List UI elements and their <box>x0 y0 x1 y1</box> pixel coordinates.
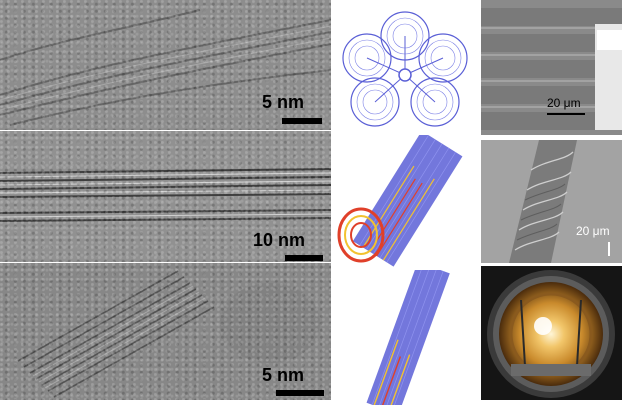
scale-bar-label: 5 nm <box>262 365 305 385</box>
furnace-chamber-illustration <box>481 266 622 400</box>
aligned-nanotubes-tem <box>0 131 331 262</box>
tem-image-bottom: 5 nm <box>0 263 331 400</box>
scale-bar-label: 20 μm <box>547 96 581 110</box>
sem-image-top: 20 μm <box>481 0 622 135</box>
chamber-photo <box>481 266 622 400</box>
tem-image-top: 5 nm <box>0 0 331 130</box>
sectioned-tube-illustration <box>366 270 450 405</box>
nanotube-bundle-tem <box>0 0 331 130</box>
scale-bar <box>282 118 322 124</box>
aligned-fibers-sem <box>481 0 622 135</box>
sem-image-middle: 20 μm <box>481 140 622 263</box>
scale-bar <box>276 390 324 396</box>
scale-bar-label: 5 nm <box>262 92 305 112</box>
multiwall-nanotube-model <box>331 135 479 270</box>
nanotube-bundle-model <box>331 0 479 135</box>
cut-nanotube-model <box>331 270 479 405</box>
nanotube-lattice-tem <box>0 263 331 400</box>
tem-noise-texture <box>0 263 331 400</box>
scale-bar <box>547 113 585 115</box>
tem-image-middle: 10 nm <box>0 131 331 262</box>
tem-noise-texture <box>0 0 331 130</box>
scale-bar-label: 10 nm <box>253 230 306 250</box>
coaxial-tube-illustration <box>337 135 463 267</box>
scale-bar-label: 20 μm <box>576 224 610 238</box>
tem-noise-texture <box>0 131 331 262</box>
flower-bundle-illustration <box>342 11 468 127</box>
twisted-fiber-sem <box>481 140 622 263</box>
scale-bar <box>608 242 610 256</box>
scale-bar <box>285 255 323 261</box>
